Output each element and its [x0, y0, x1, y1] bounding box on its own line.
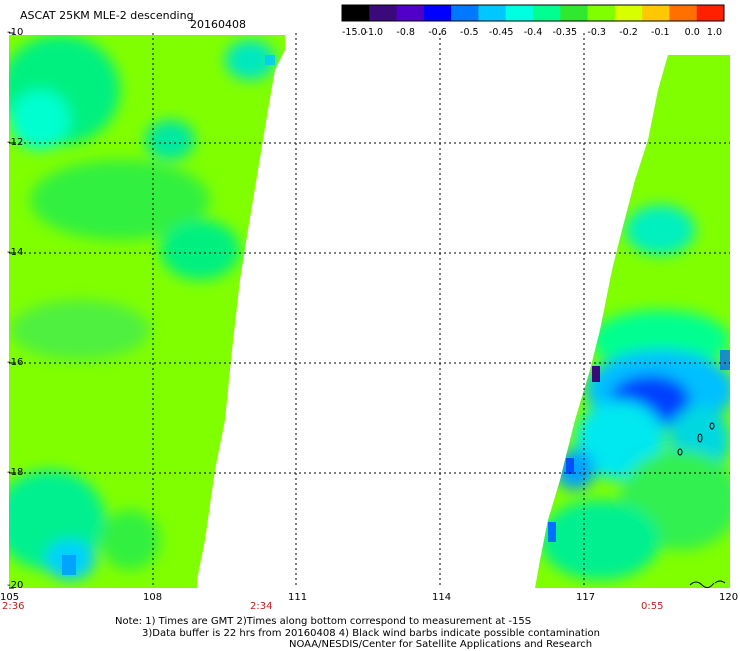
grid-lines	[9, 33, 730, 588]
note-line-1: Note: 1) Times are GMT 2)Times along bot…	[115, 616, 532, 627]
colorbar-label: -0.1	[651, 27, 670, 38]
colorbar-swatch	[642, 5, 670, 21]
colorbar-swatch	[505, 5, 534, 21]
colorbar-label: 1.0	[707, 27, 722, 38]
right-swath	[535, 55, 730, 588]
colorbar-label: -0.45	[489, 27, 514, 38]
colorbar-label: -1.0	[365, 27, 384, 38]
lat-label-20: -20	[7, 580, 24, 591]
lat-label-10: -10	[7, 27, 24, 38]
colorbar-swatch	[669, 5, 698, 21]
axis-ticks	[9, 32, 14, 589]
lon-label-105: 105	[0, 592, 20, 603]
lat-label-16: -16	[7, 357, 24, 368]
colorbar-label: -0.4	[524, 27, 543, 38]
colorbar-label: -0.35	[553, 27, 578, 38]
time-label-mid: 2:34	[250, 601, 273, 612]
lon-label-108: 108	[143, 592, 163, 603]
map-title: ASCAT 25KM MLE-2 descending	[20, 9, 194, 22]
colorbar-swatch	[614, 5, 643, 21]
colorbar-swatch	[587, 5, 616, 21]
colorbar-swatch	[451, 5, 479, 21]
colorbar-swatch	[478, 5, 507, 21]
colorbar-label: 0.0	[685, 27, 700, 38]
colorbar-swatch	[342, 5, 370, 21]
colorbar-swatch	[533, 5, 561, 21]
colorbar-label: -0.3	[587, 27, 606, 38]
colorbar-swatch	[396, 5, 425, 21]
colorbar-label: -15.0	[342, 27, 367, 38]
note-line-3: NOAA/NESDIS/Center for Satellite Applica…	[289, 639, 593, 650]
colorbar-swatch	[423, 5, 452, 21]
lat-label-18: -18	[7, 467, 24, 478]
colorbar-label: -0.5	[460, 27, 479, 38]
colorbar-label: -0.6	[428, 27, 447, 38]
lon-label-114: 114	[432, 592, 452, 603]
colorbar-swatch	[696, 5, 725, 21]
time-label-left: 2:36	[2, 601, 25, 612]
colorbar-label: -0.8	[396, 27, 415, 38]
map-date: 20160408	[190, 18, 246, 31]
colorbar-label: -0.2	[619, 27, 638, 38]
lat-label-14: -14	[7, 247, 24, 258]
colorbar-swatch	[369, 5, 398, 21]
wind-barbs	[677, 422, 726, 589]
colorbar: -15.0-1.0 -0.8 -0.6 -0.5 -0.45 -0.4 -0.35 -0.3 -…	[342, 5, 725, 38]
left-swath	[9, 35, 285, 588]
lon-label-117: 117	[576, 592, 596, 603]
time-label-right: 0:55	[641, 601, 664, 612]
colorbar-swatch	[560, 5, 589, 21]
note-line-2: 3)Data buffer is 22 hrs from 20160408 4)…	[142, 628, 600, 639]
lat-label-12: -12	[7, 137, 24, 148]
lon-label-120: 120	[719, 592, 739, 603]
lon-label-111: 111	[288, 592, 308, 603]
